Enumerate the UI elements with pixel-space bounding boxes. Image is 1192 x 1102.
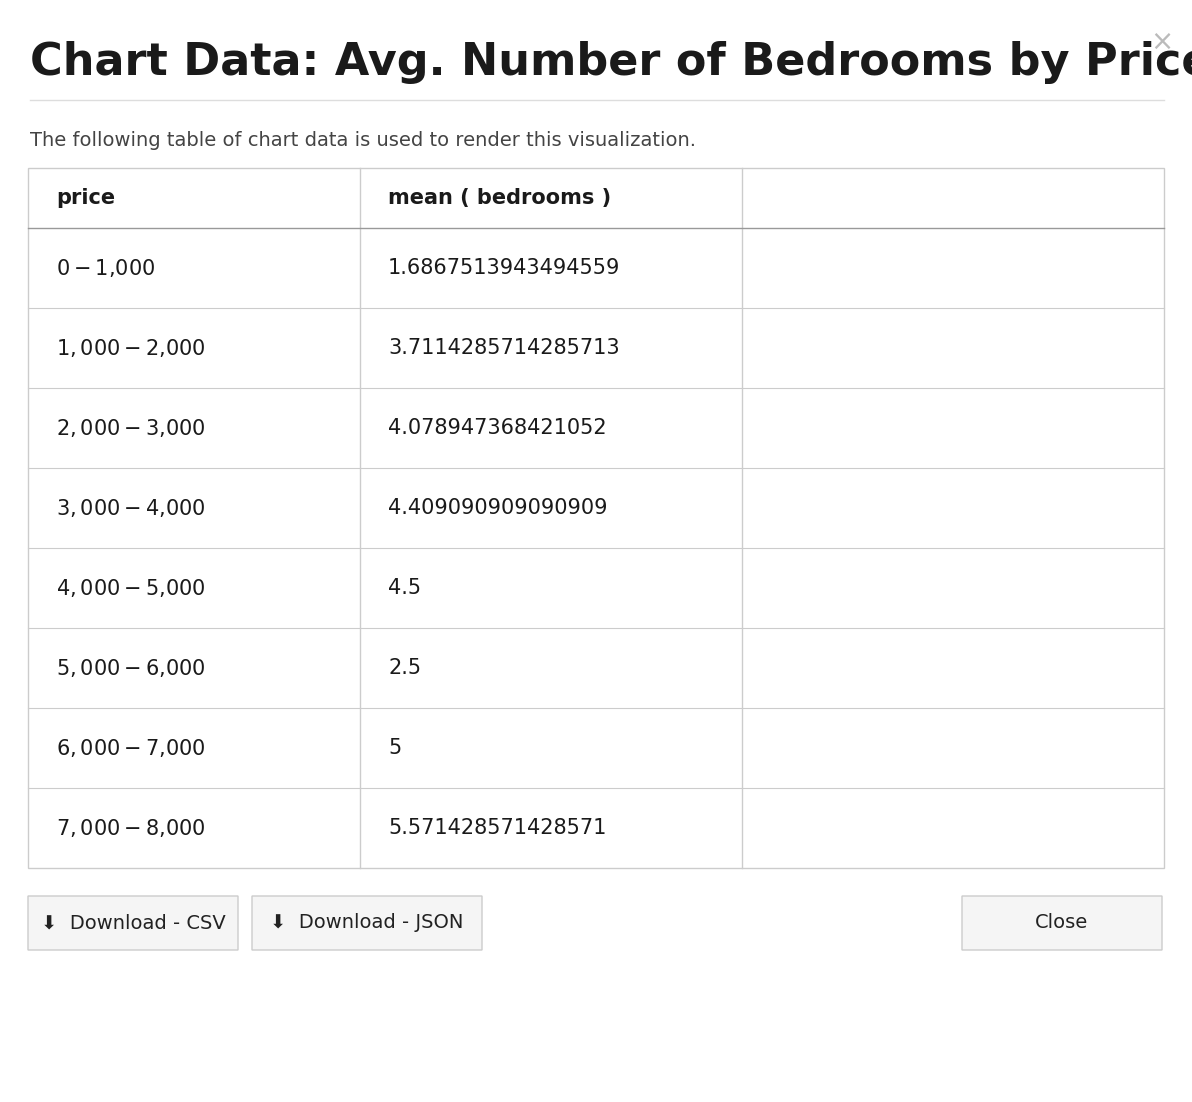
Text: $6,000 - $7,000: $6,000 - $7,000 <box>56 737 206 759</box>
Text: ×: × <box>1150 28 1174 56</box>
Text: Close: Close <box>1036 914 1088 932</box>
Text: $7,000 - $8,000: $7,000 - $8,000 <box>56 817 206 839</box>
Text: mean ( bedrooms ): mean ( bedrooms ) <box>389 188 611 208</box>
Text: $2,000 - $3,000: $2,000 - $3,000 <box>56 417 206 439</box>
Text: 5: 5 <box>389 738 402 758</box>
Bar <box>27 168 1165 868</box>
Text: 4.5: 4.5 <box>389 579 421 598</box>
FancyBboxPatch shape <box>252 896 482 950</box>
Text: 4.078947368421052: 4.078947368421052 <box>389 418 607 437</box>
Text: price: price <box>56 188 116 208</box>
Text: $4,000 - $5,000: $4,000 - $5,000 <box>56 577 206 599</box>
FancyBboxPatch shape <box>27 896 238 950</box>
Text: 1.6867513943494559: 1.6867513943494559 <box>389 258 620 278</box>
Text: The following table of chart data is used to render this visualization.: The following table of chart data is use… <box>30 130 696 150</box>
Text: ⬇  Download - CSV: ⬇ Download - CSV <box>41 914 225 932</box>
Text: 4.409090909090909: 4.409090909090909 <box>389 498 608 518</box>
FancyBboxPatch shape <box>962 896 1162 950</box>
Text: $3,000 - $4,000: $3,000 - $4,000 <box>56 497 206 519</box>
Text: 5.571428571428571: 5.571428571428571 <box>389 818 607 838</box>
Text: Chart Data: Avg. Number of Bedrooms by Price: Chart Data: Avg. Number of Bedrooms by P… <box>30 41 1192 84</box>
Text: 2.5: 2.5 <box>389 658 421 678</box>
Text: $5,000 - $6,000: $5,000 - $6,000 <box>56 657 206 679</box>
Text: $0 - $1,000: $0 - $1,000 <box>56 257 155 279</box>
Text: 3.7114285714285713: 3.7114285714285713 <box>389 338 620 358</box>
Text: ⬇  Download - JSON: ⬇ Download - JSON <box>271 914 464 932</box>
Text: $1,000 - $2,000: $1,000 - $2,000 <box>56 337 206 359</box>
